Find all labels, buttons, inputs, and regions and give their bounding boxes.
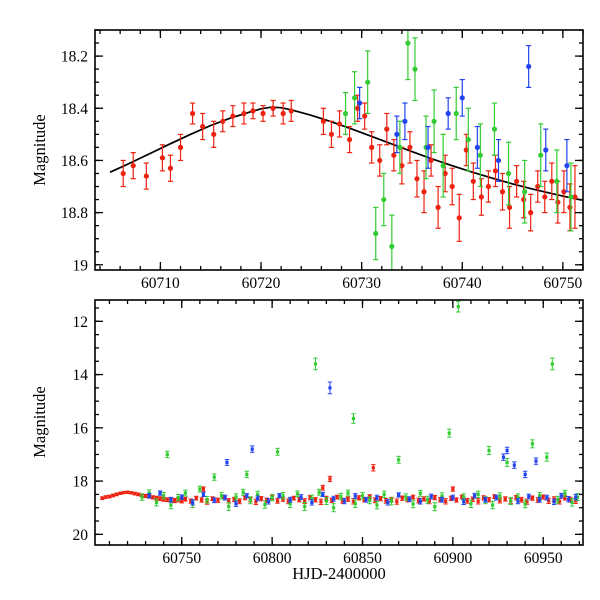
svg-text:60900: 60900	[433, 550, 472, 567]
x-axis-label: HJD-2400000	[292, 564, 386, 583]
svg-text:60710: 60710	[141, 275, 180, 292]
bottom-data-layer	[100, 300, 580, 513]
svg-text:12: 12	[73, 314, 89, 331]
svg-text:60720: 60720	[242, 275, 281, 292]
svg-text:19: 19	[73, 257, 89, 274]
top-tick-labels: 60710 60720 60730 60740 60750 18.2 18.4 18.6 18.…	[61, 49, 583, 292]
svg-text:60740: 60740	[443, 275, 482, 292]
svg-text:18.2: 18.2	[61, 49, 88, 66]
top-blue-series	[357, 45, 570, 193]
top-panel: 60710 60720 60730 60740 60750 18.2 18.4 18.6 18.…	[61, 29, 584, 292]
svg-text:14: 14	[73, 367, 89, 384]
top-data-layer	[109, 30, 583, 270]
bottom-frame	[94, 299, 584, 546]
bottom-panel: 60750 60800 60850 60900 60950 12 14 16 18 20	[73, 299, 584, 567]
svg-text:20: 20	[73, 527, 89, 544]
top-red-series	[120, 94, 578, 242]
svg-text:60950: 60950	[524, 550, 563, 567]
svg-text:18.4: 18.4	[61, 101, 88, 118]
svg-text:16: 16	[73, 420, 89, 437]
top-ticks	[95, 29, 584, 270]
y-axis-label-top: Magnitude	[30, 114, 49, 186]
svg-text:60750: 60750	[162, 550, 201, 567]
svg-text:60730: 60730	[342, 275, 381, 292]
svg-text:60850: 60850	[343, 550, 382, 567]
top-frame	[94, 29, 584, 271]
svg-text:18.6: 18.6	[61, 153, 88, 170]
svg-text:18.8: 18.8	[61, 205, 88, 222]
top-green-series	[342, 30, 574, 270]
svg-text:60800: 60800	[253, 550, 292, 567]
svg-text:18: 18	[73, 474, 89, 491]
bottom-ticks	[95, 300, 583, 545]
bottom-green-series	[139, 300, 580, 513]
svg-text:60750: 60750	[544, 275, 583, 292]
y-axis-label-bottom: Magnitude	[30, 386, 49, 458]
bottom-tick-labels: 60750 60800 60850 60900 60950 12 14 16 18 20	[73, 314, 563, 567]
bottom-blue-series	[147, 381, 578, 507]
